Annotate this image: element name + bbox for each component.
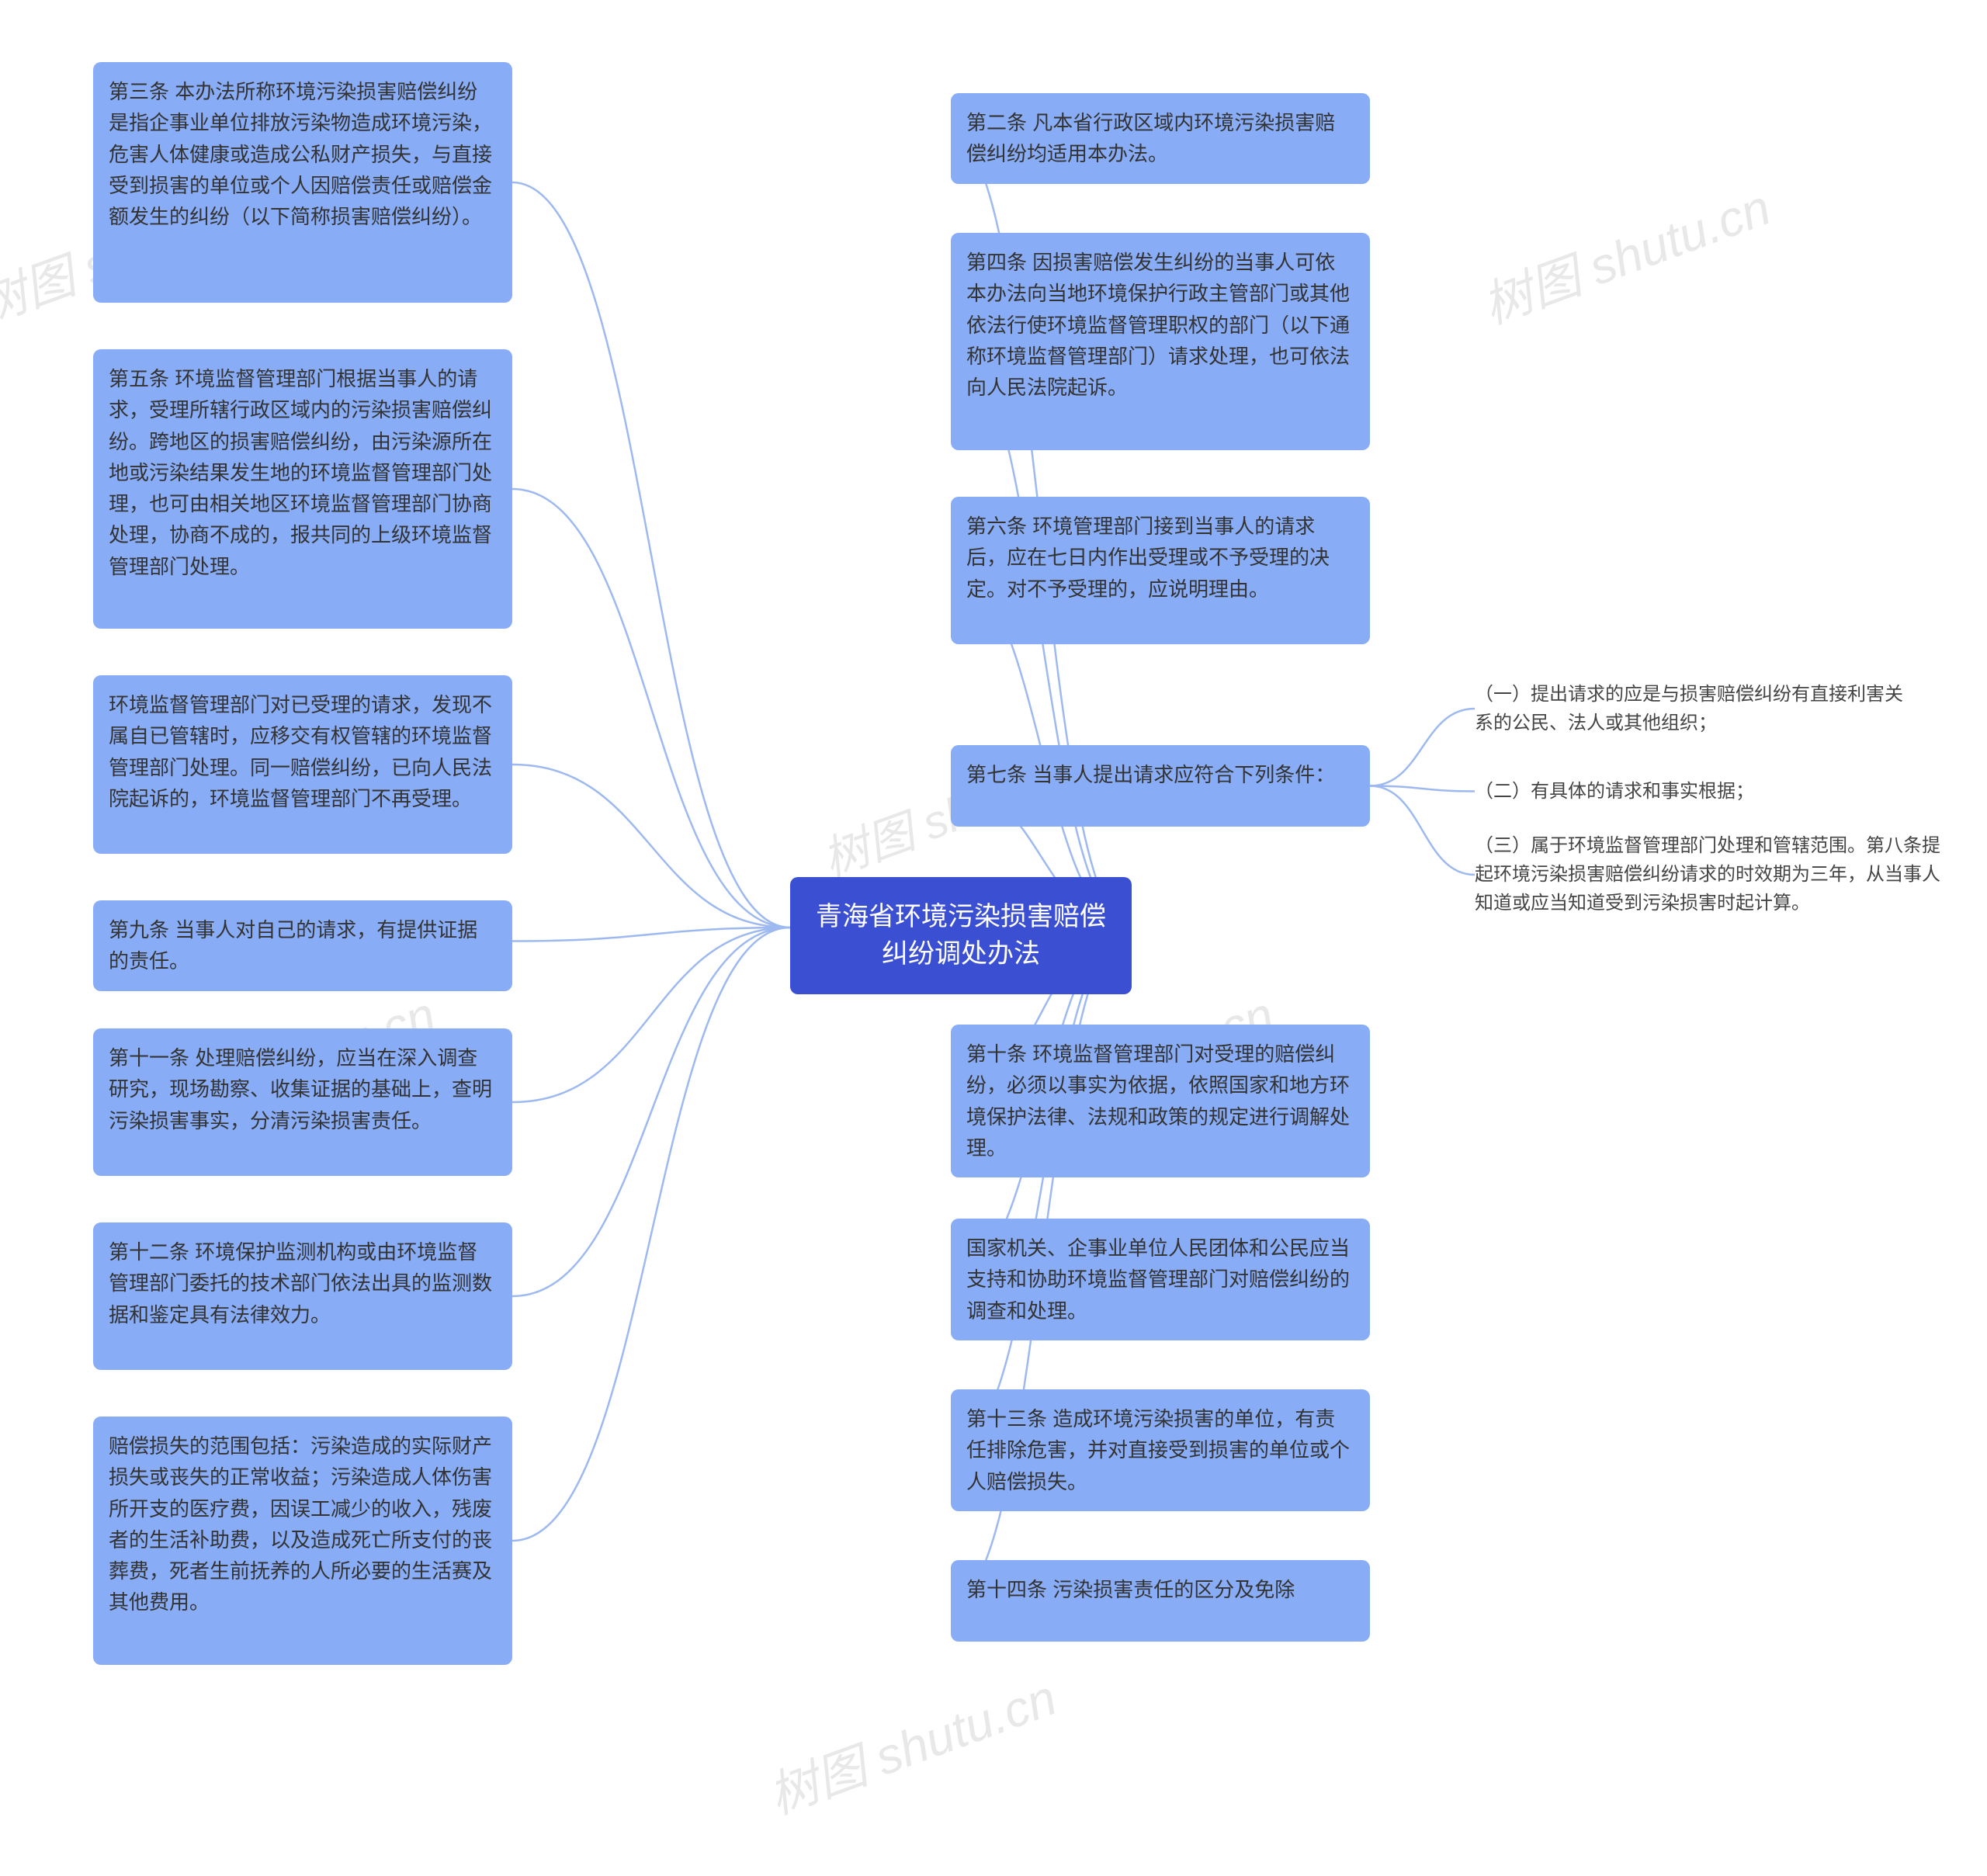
right-node-3-child-1: （二）有具体的请求和事实根据； (1475, 772, 1917, 810)
left-node-5: 第十二条 环境保护监测机构或由环境监督管理部门委托的技术部门依法出具的监测数据和… (93, 1222, 512, 1370)
left-node-1: 第五条 环境监督管理部门根据当事人的请求，受理所辖行政区域内的污染损害赔偿纠纷。… (93, 349, 512, 629)
right-node-4: 第十条 环境监督管理部门对受理的赔偿纠纷，必须以事实为依据，依照国家和地方环境保… (951, 1025, 1370, 1177)
right-node-3-child-2: （三）属于环境监督管理部门处理和管辖范围。第八条提起环境污染损害赔偿纠纷请求的时… (1475, 827, 1940, 923)
center-line2: 纠纷调处办法 (813, 936, 1108, 973)
right-node-3: 第七条 当事人提出请求应符合下列条件： (951, 745, 1370, 827)
right-node-3-child-0: （一）提出请求的应是与损害赔偿纠纷有直接利害关系的公民、法人或其他组织； (1475, 675, 1917, 742)
left-node-3: 第九条 当事人对自己的请求，有提供证据的责任。 (93, 900, 512, 991)
right-node-7: 第十四条 污染损害责任的区分及免除 (951, 1560, 1370, 1642)
center-topic: 青海省环境污染损害赔偿纠纷调处办法 (790, 877, 1132, 994)
left-node-6: 赔偿损失的范围包括：污染造成的实际财产损失或丧失的正常收益；污染造成人体伤害所开… (93, 1417, 512, 1665)
right-node-5: 国家机关、企事业单位人民团体和公民应当支持和协助环境监督管理部门对赔偿纠纷的调查… (951, 1219, 1370, 1340)
right-node-2: 第六条 环境管理部门接到当事人的请求后，应在七日内作出受理或不予受理的决定。对不… (951, 497, 1370, 644)
center-line1: 青海省环境污染损害赔偿 (813, 899, 1108, 936)
left-node-4: 第十一条 处理赔偿纠纷，应当在深入调查研究，现场勘察、收集证据的基础上，查明污染… (93, 1028, 512, 1176)
mindmap-diagram: 青海省环境污染损害赔偿纠纷调处办法 第三条 本办法所称环境污染损害赔偿纠纷是指企事… (0, 0, 1987, 1876)
right-node-0: 第二条 凡本省行政区域内环境污染损害赔偿纠纷均适用本办法。 (951, 93, 1370, 184)
right-node-6: 第十三条 造成环境污染损害的单位，有责任排除危害，并对直接受到损害的单位或个人赔… (951, 1389, 1370, 1511)
right-node-1: 第四条 因损害赔偿发生纠纷的当事人可依本办法向当地环境保护行政主管部门或其他依法… (951, 233, 1370, 450)
left-node-2: 环境监督管理部门对已受理的请求，发现不属自已管辖时，应移交有权管辖的环境监督管理… (93, 675, 512, 854)
left-node-0: 第三条 本办法所称环境污染损害赔偿纠纷是指企事业单位排放污染物造成环境污染，危害… (93, 62, 512, 303)
